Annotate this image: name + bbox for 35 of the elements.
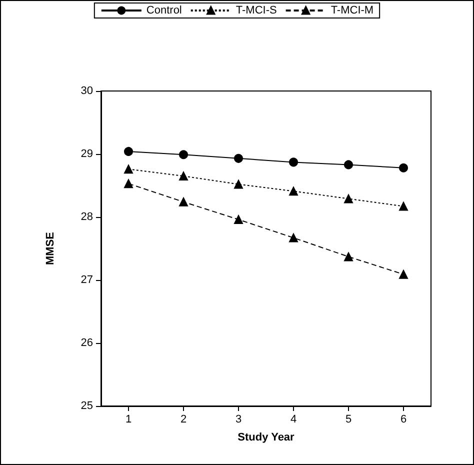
x-tick-label: 1 <box>125 414 132 426</box>
legend-label: T-MCI-M <box>330 4 374 16</box>
x-tick-label: 4 <box>290 414 297 426</box>
y-tick-label: 27 <box>80 274 93 286</box>
point <box>289 158 298 167</box>
y-tick-label: 25 <box>80 400 93 412</box>
point <box>179 150 188 160</box>
point <box>234 180 243 189</box>
point <box>289 233 298 242</box>
x-axis-title: Study Year <box>238 432 296 444</box>
point <box>124 146 133 156</box>
legend-label: T-MCI-S <box>236 4 277 16</box>
point <box>124 164 133 174</box>
x-tick-label: 2 <box>180 414 187 426</box>
y-axis-title: MMSE <box>44 232 56 265</box>
point <box>179 172 188 181</box>
point <box>344 160 353 170</box>
y-tick-label: 29 <box>80 148 93 160</box>
point <box>344 194 353 204</box>
y-tick-label: 28 <box>80 211 93 223</box>
point <box>179 197 188 206</box>
y-tick-label: 26 <box>80 337 93 349</box>
x-tick-label: 3 <box>235 414 242 426</box>
legend-label: Control <box>146 4 182 16</box>
point <box>234 215 243 224</box>
y-tick-label: 30 <box>80 85 93 97</box>
x-tick-label: 5 <box>345 414 352 426</box>
x-tick-label: 6 <box>400 414 407 426</box>
point <box>344 252 353 262</box>
point <box>124 179 133 188</box>
point <box>399 270 408 279</box>
point <box>289 186 298 196</box>
point <box>399 163 408 172</box>
point <box>234 154 243 163</box>
point <box>399 202 408 211</box>
